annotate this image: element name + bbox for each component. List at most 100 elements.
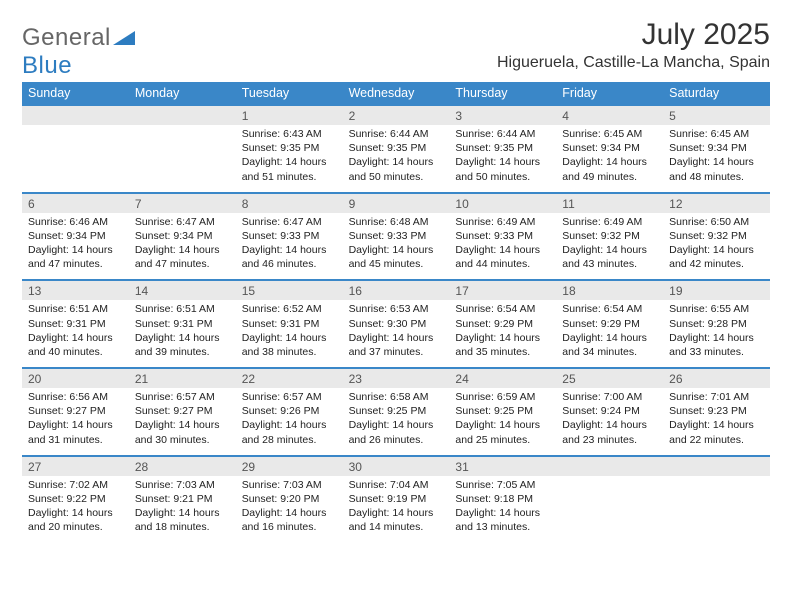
sunset-line: Sunset: 9:18 PM bbox=[455, 492, 550, 506]
day-number: 12 bbox=[663, 192, 770, 213]
sunset-line: Sunset: 9:34 PM bbox=[669, 141, 764, 155]
day-number bbox=[663, 455, 770, 476]
weekday-header: Friday bbox=[556, 82, 663, 104]
sunset-line: Sunset: 9:19 PM bbox=[349, 492, 444, 506]
sunrise-line: Sunrise: 6:58 AM bbox=[349, 390, 444, 404]
day-number: 21 bbox=[129, 367, 236, 388]
day-number: 25 bbox=[556, 367, 663, 388]
sunrise-line: Sunrise: 6:45 AM bbox=[562, 127, 657, 141]
day-number: 6 bbox=[22, 192, 129, 213]
day-number: 24 bbox=[449, 367, 556, 388]
daylight-line: Daylight: 14 hours and 18 minutes. bbox=[135, 506, 230, 534]
day-cell: Sunrise: 7:04 AMSunset: 9:19 PMDaylight:… bbox=[343, 476, 450, 543]
day-number-row: 13141516171819 bbox=[22, 279, 770, 300]
day-cell: Sunrise: 6:52 AMSunset: 9:31 PMDaylight:… bbox=[236, 300, 343, 367]
day-cell: Sunrise: 6:44 AMSunset: 9:35 PMDaylight:… bbox=[343, 125, 450, 192]
sunset-line: Sunset: 9:33 PM bbox=[242, 229, 337, 243]
day-cell: Sunrise: 6:51 AMSunset: 9:31 PMDaylight:… bbox=[129, 300, 236, 367]
sunset-line: Sunset: 9:29 PM bbox=[455, 317, 550, 331]
day-cell: Sunrise: 6:45 AMSunset: 9:34 PMDaylight:… bbox=[663, 125, 770, 192]
sunrise-line: Sunrise: 7:04 AM bbox=[349, 478, 444, 492]
day-number: 31 bbox=[449, 455, 556, 476]
day-number: 8 bbox=[236, 192, 343, 213]
daylight-line: Daylight: 14 hours and 46 minutes. bbox=[242, 243, 337, 271]
day-number: 10 bbox=[449, 192, 556, 213]
sunset-line: Sunset: 9:23 PM bbox=[669, 404, 764, 418]
weekday-header: Wednesday bbox=[343, 82, 450, 104]
sunrise-line: Sunrise: 6:44 AM bbox=[349, 127, 444, 141]
sunrise-line: Sunrise: 6:53 AM bbox=[349, 302, 444, 316]
sunset-line: Sunset: 9:34 PM bbox=[28, 229, 123, 243]
day-number: 4 bbox=[556, 104, 663, 125]
day-number: 16 bbox=[343, 279, 450, 300]
logo: GeneralBlue bbox=[22, 24, 135, 80]
sunset-line: Sunset: 9:35 PM bbox=[349, 141, 444, 155]
sunrise-line: Sunrise: 7:05 AM bbox=[455, 478, 550, 492]
day-cell: Sunrise: 6:49 AMSunset: 9:32 PMDaylight:… bbox=[556, 213, 663, 280]
sunset-line: Sunset: 9:34 PM bbox=[562, 141, 657, 155]
sunset-line: Sunset: 9:26 PM bbox=[242, 404, 337, 418]
sunset-line: Sunset: 9:33 PM bbox=[455, 229, 550, 243]
sunset-line: Sunset: 9:20 PM bbox=[242, 492, 337, 506]
day-number-row: 12345 bbox=[22, 104, 770, 125]
day-number: 20 bbox=[22, 367, 129, 388]
day-number: 17 bbox=[449, 279, 556, 300]
title-block: July 2025 Higueruela, Castille-La Mancha… bbox=[497, 18, 770, 78]
daylight-line: Daylight: 14 hours and 48 minutes. bbox=[669, 155, 764, 183]
sunrise-line: Sunrise: 7:02 AM bbox=[28, 478, 123, 492]
day-number: 22 bbox=[236, 367, 343, 388]
day-cell: Sunrise: 6:53 AMSunset: 9:30 PMDaylight:… bbox=[343, 300, 450, 367]
sunset-line: Sunset: 9:22 PM bbox=[28, 492, 123, 506]
sunrise-line: Sunrise: 6:46 AM bbox=[28, 215, 123, 229]
daylight-line: Daylight: 14 hours and 33 minutes. bbox=[669, 331, 764, 359]
day-cell: Sunrise: 6:54 AMSunset: 9:29 PMDaylight:… bbox=[556, 300, 663, 367]
day-cell: Sunrise: 6:57 AMSunset: 9:27 PMDaylight:… bbox=[129, 388, 236, 455]
day-cell: Sunrise: 7:00 AMSunset: 9:24 PMDaylight:… bbox=[556, 388, 663, 455]
weekday-header: Sunday bbox=[22, 82, 129, 104]
day-cell: Sunrise: 6:48 AMSunset: 9:33 PMDaylight:… bbox=[343, 213, 450, 280]
sunset-line: Sunset: 9:24 PM bbox=[562, 404, 657, 418]
sunrise-line: Sunrise: 6:59 AM bbox=[455, 390, 550, 404]
sunrise-line: Sunrise: 7:01 AM bbox=[669, 390, 764, 404]
sunset-line: Sunset: 9:27 PM bbox=[135, 404, 230, 418]
day-number: 23 bbox=[343, 367, 450, 388]
day-number bbox=[129, 104, 236, 125]
day-cell: Sunrise: 7:01 AMSunset: 9:23 PMDaylight:… bbox=[663, 388, 770, 455]
day-number: 2 bbox=[343, 104, 450, 125]
day-number bbox=[556, 455, 663, 476]
sunset-line: Sunset: 9:25 PM bbox=[455, 404, 550, 418]
sunset-line: Sunset: 9:21 PM bbox=[135, 492, 230, 506]
week-row: Sunrise: 6:56 AMSunset: 9:27 PMDaylight:… bbox=[22, 388, 770, 455]
day-number-row: 6789101112 bbox=[22, 192, 770, 213]
daylight-line: Daylight: 14 hours and 50 minutes. bbox=[349, 155, 444, 183]
daylight-line: Daylight: 14 hours and 38 minutes. bbox=[242, 331, 337, 359]
day-number: 3 bbox=[449, 104, 556, 125]
day-number bbox=[22, 104, 129, 125]
day-cell bbox=[22, 125, 129, 192]
sunrise-line: Sunrise: 6:49 AM bbox=[455, 215, 550, 229]
sunset-line: Sunset: 9:31 PM bbox=[135, 317, 230, 331]
sunrise-line: Sunrise: 6:49 AM bbox=[562, 215, 657, 229]
day-number: 18 bbox=[556, 279, 663, 300]
day-number: 11 bbox=[556, 192, 663, 213]
day-cell: Sunrise: 6:59 AMSunset: 9:25 PMDaylight:… bbox=[449, 388, 556, 455]
day-number: 14 bbox=[129, 279, 236, 300]
week-row: Sunrise: 6:46 AMSunset: 9:34 PM Daylight:… bbox=[22, 213, 770, 280]
sunrise-line: Sunrise: 6:47 AM bbox=[242, 215, 337, 229]
sunset-line: Sunset: 9:28 PM bbox=[669, 317, 764, 331]
day-cell: Sunrise: 6:50 AMSunset: 9:32 PMDaylight:… bbox=[663, 213, 770, 280]
sunset-line: Sunset: 9:33 PM bbox=[349, 229, 444, 243]
weekday-header-row: SundayMondayTuesdayWednesdayThursdayFrid… bbox=[22, 82, 770, 104]
day-number: 27 bbox=[22, 455, 129, 476]
sunrise-line: Sunrise: 6:51 AM bbox=[135, 302, 230, 316]
day-cell: Sunrise: 7:03 AMSunset: 9:20 PMDaylight:… bbox=[236, 476, 343, 543]
week-row: Sunrise: 7:02 AMSunset: 9:22 PM Daylight:… bbox=[22, 476, 770, 543]
day-cell bbox=[556, 476, 663, 543]
day-cell bbox=[663, 476, 770, 543]
day-number: 13 bbox=[22, 279, 129, 300]
daylight-line: Daylight: 14 hours and 43 minutes. bbox=[562, 243, 657, 271]
day-number: 9 bbox=[343, 192, 450, 213]
sunrise-line: Sunrise: 6:54 AM bbox=[455, 302, 550, 316]
daylight-line: Daylight: 14 hours and 28 minutes. bbox=[242, 418, 337, 446]
sunrise-line: Sunrise: 6:44 AM bbox=[455, 127, 550, 141]
